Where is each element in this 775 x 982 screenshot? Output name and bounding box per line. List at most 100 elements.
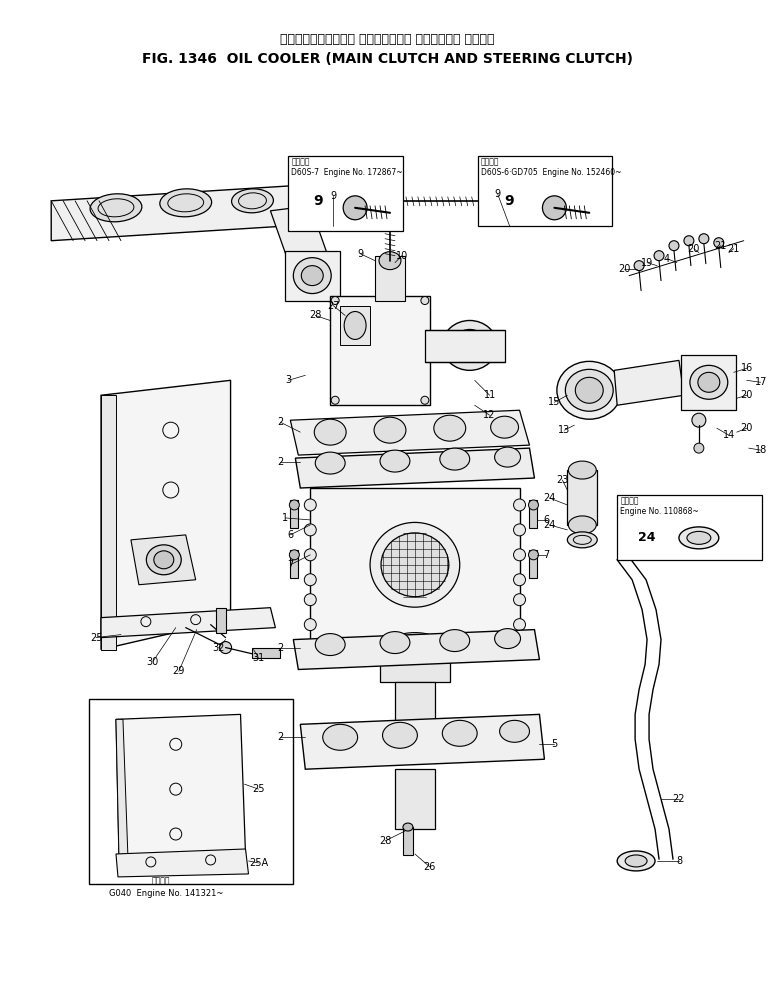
Text: 1: 1 bbox=[282, 513, 288, 523]
Ellipse shape bbox=[625, 855, 647, 867]
Ellipse shape bbox=[370, 522, 460, 607]
Polygon shape bbox=[116, 720, 128, 857]
Ellipse shape bbox=[374, 417, 406, 443]
Circle shape bbox=[289, 550, 299, 560]
Circle shape bbox=[514, 499, 525, 511]
Text: 24: 24 bbox=[543, 493, 556, 503]
Text: 2: 2 bbox=[277, 733, 284, 742]
Ellipse shape bbox=[690, 365, 728, 400]
Text: 3: 3 bbox=[285, 375, 291, 385]
Circle shape bbox=[219, 641, 232, 654]
Circle shape bbox=[529, 500, 539, 510]
Circle shape bbox=[305, 524, 316, 536]
Polygon shape bbox=[101, 380, 231, 649]
Ellipse shape bbox=[568, 462, 596, 479]
Text: 25: 25 bbox=[252, 785, 265, 794]
Text: 適用番号: 適用番号 bbox=[480, 157, 499, 166]
Circle shape bbox=[421, 297, 429, 304]
Text: 28: 28 bbox=[309, 310, 322, 320]
Ellipse shape bbox=[494, 447, 521, 467]
Text: 18: 18 bbox=[755, 445, 766, 455]
Ellipse shape bbox=[491, 416, 518, 438]
Text: 28: 28 bbox=[379, 836, 391, 846]
Bar bbox=[215, 608, 226, 632]
Text: 6: 6 bbox=[543, 515, 549, 525]
Text: 17: 17 bbox=[755, 377, 766, 387]
Text: 21: 21 bbox=[715, 241, 727, 250]
Text: 12: 12 bbox=[484, 410, 496, 420]
Text: 14: 14 bbox=[722, 430, 735, 440]
Bar bbox=[395, 769, 435, 829]
Circle shape bbox=[305, 549, 316, 561]
Bar bbox=[330, 296, 430, 406]
Polygon shape bbox=[101, 608, 275, 637]
Ellipse shape bbox=[315, 633, 345, 656]
Text: 20: 20 bbox=[618, 263, 630, 274]
Text: 24: 24 bbox=[639, 531, 656, 544]
Circle shape bbox=[305, 619, 316, 630]
Bar bbox=[529, 550, 537, 577]
Circle shape bbox=[542, 195, 567, 220]
Text: 24: 24 bbox=[543, 519, 556, 530]
Bar bbox=[380, 642, 450, 682]
Circle shape bbox=[514, 524, 525, 536]
Circle shape bbox=[331, 397, 339, 405]
Text: FIG. 1346  OIL COOLER (MAIN CLUTCH AND STEERING CLUTCH): FIG. 1346 OIL COOLER (MAIN CLUTCH AND ST… bbox=[142, 52, 632, 66]
Circle shape bbox=[331, 297, 339, 304]
Text: 20: 20 bbox=[687, 244, 700, 253]
Ellipse shape bbox=[687, 531, 711, 544]
Circle shape bbox=[421, 397, 429, 405]
Text: 22: 22 bbox=[673, 794, 685, 804]
Circle shape bbox=[305, 573, 316, 585]
Text: 2: 2 bbox=[277, 642, 284, 653]
Text: 26: 26 bbox=[424, 862, 436, 872]
Ellipse shape bbox=[568, 516, 596, 534]
Bar bbox=[375, 255, 405, 300]
Circle shape bbox=[654, 250, 664, 260]
Ellipse shape bbox=[379, 251, 401, 270]
Polygon shape bbox=[131, 535, 196, 584]
Text: 25A: 25A bbox=[249, 858, 268, 868]
Bar bbox=[310, 488, 519, 642]
Text: 19: 19 bbox=[641, 257, 653, 268]
Circle shape bbox=[305, 499, 316, 511]
Text: 20: 20 bbox=[741, 423, 753, 433]
Circle shape bbox=[714, 238, 724, 247]
Text: 2: 2 bbox=[277, 417, 284, 427]
Ellipse shape bbox=[315, 452, 345, 474]
Text: 27: 27 bbox=[327, 300, 339, 310]
Circle shape bbox=[529, 550, 539, 560]
Circle shape bbox=[514, 549, 525, 561]
Text: 31: 31 bbox=[253, 652, 264, 663]
Ellipse shape bbox=[380, 450, 410, 472]
Text: 30: 30 bbox=[146, 657, 159, 667]
Ellipse shape bbox=[232, 189, 274, 213]
Text: G040  Engine No. 141321~: G040 Engine No. 141321~ bbox=[109, 890, 223, 899]
Ellipse shape bbox=[557, 361, 622, 419]
Text: 15: 15 bbox=[548, 398, 560, 408]
Bar bbox=[477, 156, 612, 226]
Circle shape bbox=[514, 619, 525, 630]
Ellipse shape bbox=[160, 189, 212, 217]
Bar bbox=[529, 500, 537, 528]
Polygon shape bbox=[294, 629, 539, 670]
Text: D60S-6·GD705  Engine No. 152460~: D60S-6·GD705 Engine No. 152460~ bbox=[480, 168, 622, 178]
Text: D60S-7  Engine No. 172867~: D60S-7 Engine No. 172867~ bbox=[291, 168, 403, 178]
Text: 9: 9 bbox=[330, 191, 336, 201]
Circle shape bbox=[634, 260, 644, 271]
Text: 32: 32 bbox=[212, 642, 225, 653]
Bar bbox=[291, 550, 298, 577]
Bar bbox=[395, 682, 435, 737]
Ellipse shape bbox=[494, 628, 521, 648]
Text: 7: 7 bbox=[288, 560, 294, 570]
Circle shape bbox=[684, 236, 694, 246]
Ellipse shape bbox=[315, 419, 346, 445]
Polygon shape bbox=[116, 849, 249, 877]
Text: Engine No. 110868~: Engine No. 110868~ bbox=[620, 508, 699, 517]
Text: 29: 29 bbox=[173, 667, 185, 677]
Circle shape bbox=[699, 234, 709, 244]
Circle shape bbox=[669, 241, 679, 250]
Polygon shape bbox=[270, 206, 340, 296]
Circle shape bbox=[514, 573, 525, 585]
Text: 7: 7 bbox=[543, 550, 549, 560]
